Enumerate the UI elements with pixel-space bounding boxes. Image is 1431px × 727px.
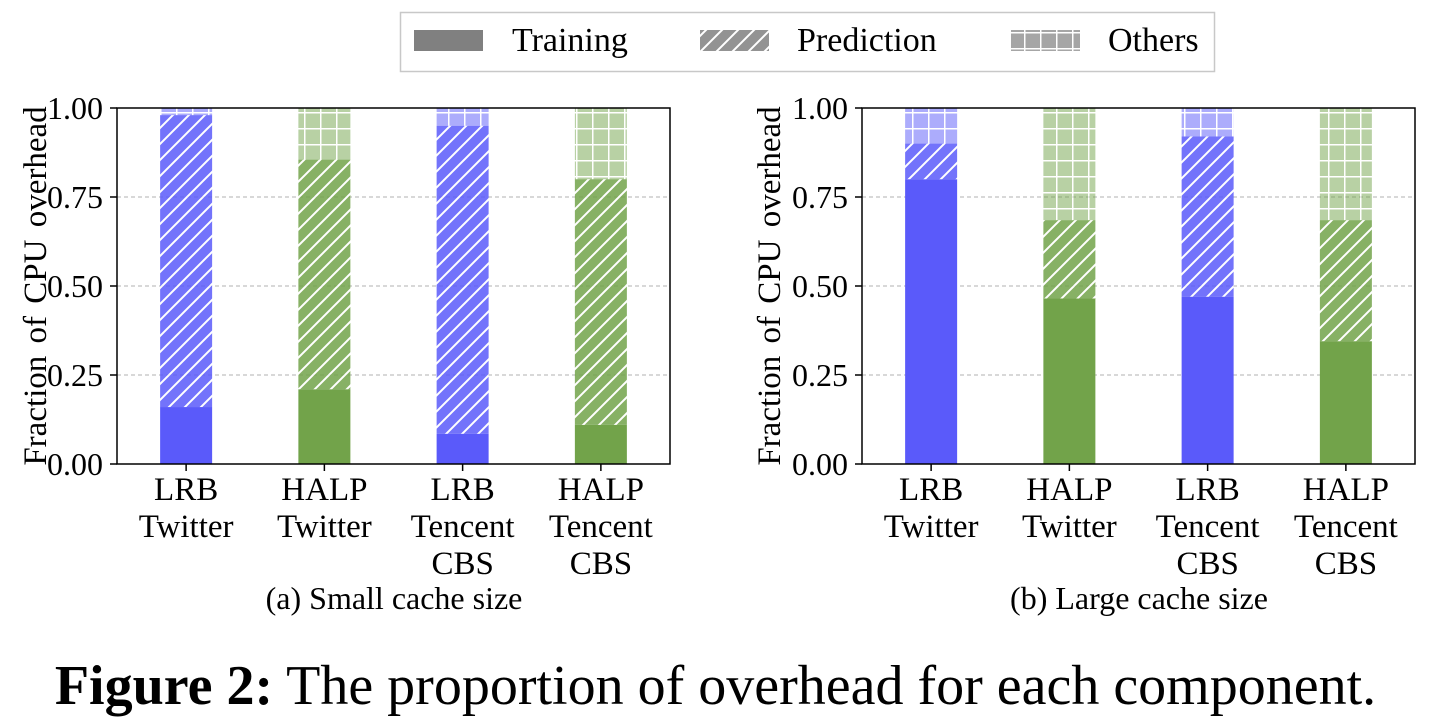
x-tick-label: HALP [1303, 472, 1389, 508]
legend: Training Prediction Others [399, 11, 1216, 73]
x-tick-label: LRB [431, 472, 495, 508]
bar-prediction-lrb-tencent-cbs [1181, 136, 1234, 297]
bar-prediction-halp-tencent-cbs [574, 179, 627, 425]
x-tick-label: LRB [154, 472, 218, 508]
bar-prediction-halp-twitter [298, 159, 351, 390]
bar-others-halp-twitter [1043, 108, 1096, 221]
bar-training-lrb-tencent-cbs [436, 433, 489, 464]
bar-others-lrb-twitter [160, 108, 213, 116]
y-tick-label: 0.75 [792, 179, 848, 215]
bar-prediction-lrb-twitter [905, 143, 958, 180]
bar-prediction-lrb-twitter [160, 115, 213, 408]
bar-training-halp-tencent-cbs [1319, 341, 1372, 464]
bar-others-lrb-tencent-cbs [1181, 108, 1234, 137]
legend-swatch-others [1011, 30, 1080, 51]
bar-others-halp-twitter [298, 108, 351, 160]
x-tick-label: HALP [1026, 472, 1112, 508]
bar-training-halp-twitter [298, 389, 351, 464]
x-tick-label: Twitter [277, 509, 372, 545]
y-tick-label: 0.25 [792, 357, 848, 393]
bar-others-halp-tencent-cbs [1319, 108, 1372, 221]
y-tick-label: 0.25 [47, 357, 103, 393]
y-axis-label: Fraction of CPU overhead [18, 106, 54, 466]
y-tick-label: 0.00 [47, 446, 103, 482]
x-tick-label: Tencent [411, 509, 515, 545]
bar-training-lrb-twitter [160, 407, 213, 464]
plot-frame [116, 107, 671, 465]
bar-training-lrb-tencent-cbs [1181, 296, 1234, 464]
caption-label: Figure 2: [54, 655, 274, 717]
bar-training-lrb-twitter [905, 179, 958, 464]
x-tick-label: Tencent [1294, 509, 1398, 545]
x-tick-label: Twitter [1022, 509, 1117, 545]
bar-others-lrb-twitter [905, 108, 958, 144]
bar-prediction-halp-twitter [1043, 220, 1096, 299]
plot-frame [861, 107, 1416, 465]
legend-swatch-training [414, 30, 483, 51]
caption-text: The proportion of overhead for each comp… [286, 655, 1377, 717]
x-tick-label: LRB [899, 472, 963, 508]
x-tick-label: HALP [558, 472, 644, 508]
x-tick-label: Twitter [884, 509, 979, 545]
bar-prediction-lrb-tencent-cbs [436, 125, 489, 434]
bar-training-halp-twitter [1043, 298, 1096, 464]
panel-subtitle-a: (a) Small cache size [266, 580, 523, 616]
panel-subtitle-b: (b) Large cache size [1010, 580, 1268, 616]
x-tick-label: CBS [570, 546, 632, 582]
legend-swatch-prediction [700, 30, 769, 51]
bar-others-halp-tencent-cbs [574, 108, 627, 180]
x-tick-label: Twitter [139, 509, 234, 545]
y-tick-label: 0.50 [47, 268, 103, 304]
legend-label-prediction: Prediction [797, 22, 937, 59]
bar-others-lrb-tencent-cbs [436, 108, 489, 126]
bar-prediction-halp-tencent-cbs [1319, 220, 1372, 342]
x-tick-label: LRB [1176, 472, 1240, 508]
figure-caption: Figure 2: The proportion of overhead for… [0, 650, 1431, 722]
legend-label-others: Others [1108, 22, 1199, 59]
bar-training-halp-tencent-cbs [574, 424, 627, 464]
y-axis-label: Fraction of CPU overhead [752, 106, 788, 466]
y-tick-label: 0.00 [792, 446, 848, 482]
x-tick-label: CBS [1176, 546, 1238, 582]
y-tick-label: 0.50 [792, 268, 848, 304]
x-tick-label: Tencent [549, 509, 653, 545]
legend-label-training: Training [512, 22, 628, 59]
y-tick-label: 0.75 [47, 179, 103, 215]
y-tick-label: 1.00 [47, 90, 103, 126]
x-tick-label: CBS [1315, 546, 1377, 582]
x-tick-label: Tencent [1156, 509, 1260, 545]
x-tick-label: CBS [431, 546, 493, 582]
y-tick-label: 1.00 [792, 90, 848, 126]
x-tick-label: HALP [281, 472, 367, 508]
